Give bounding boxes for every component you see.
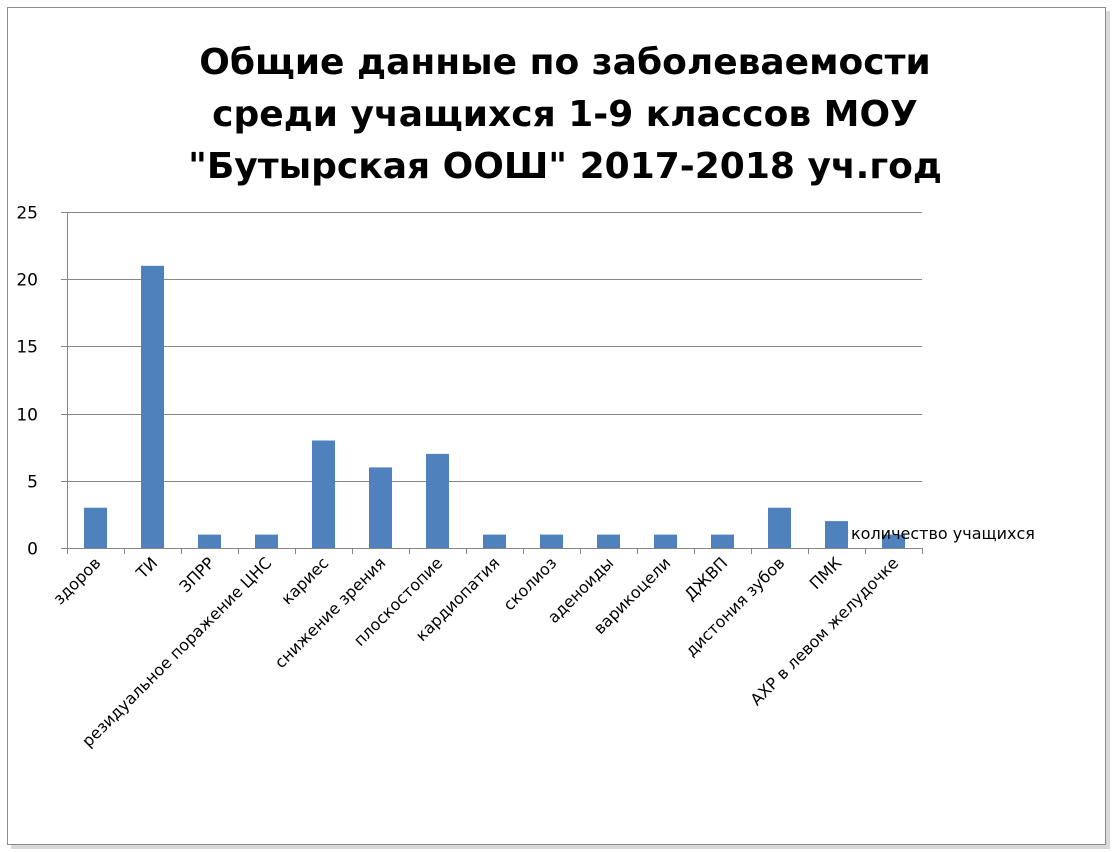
bar: [141, 265, 164, 548]
x-tick-label: ЗПРР: [175, 553, 218, 596]
x-tick-label: кариес: [277, 553, 332, 608]
bar: [768, 507, 791, 548]
bars: [84, 265, 905, 548]
y-tick-label: 25: [16, 204, 38, 224]
axes: [61, 212, 923, 554]
x-tick-label: снижение зрения: [271, 553, 390, 672]
chart-title-line-2: среди учащихся 1-9 классов МОУ: [212, 94, 918, 135]
chart-title-line-3: "Бутырская ООШ" 2017-2018 уч.год: [188, 146, 942, 187]
legend-entry: количество учащихся: [851, 524, 1035, 543]
bar: [369, 467, 392, 548]
x-tick-label: здоров: [49, 553, 104, 608]
bar: [654, 534, 677, 548]
x-tick-label: дистония зубов: [682, 553, 789, 660]
x-tick-label: ТИ: [132, 553, 162, 583]
bar: [597, 534, 620, 548]
bar: [711, 534, 734, 548]
bar: [825, 521, 848, 548]
bar: [255, 534, 278, 548]
bar: [426, 453, 449, 548]
bar: [540, 534, 563, 548]
x-tick-label: ПМК: [806, 553, 846, 593]
chart-title: Общие данные по заболеваемости среди уча…: [0, 37, 1115, 193]
bar: [312, 440, 335, 548]
legend: количество учащихся: [851, 524, 1035, 543]
bar: [84, 507, 107, 548]
x-tick-label: ДЖВП: [681, 553, 732, 604]
bar: [198, 534, 221, 548]
y-tick-labels: 0 5 10 15 20 25: [16, 204, 38, 560]
y-tick-label: 20: [16, 271, 38, 291]
y-tick-label: 5: [27, 473, 38, 493]
y-tick-label: 15: [16, 338, 38, 358]
bar: [483, 534, 506, 548]
y-tick-label: 0: [27, 540, 38, 560]
gridlines: [67, 212, 922, 482]
bar: [882, 534, 905, 548]
y-tick-label: 10: [16, 406, 38, 426]
chart-frame: [7, 7, 1106, 845]
chart-title-line-1: Общие данные по заболеваемости: [199, 42, 931, 83]
